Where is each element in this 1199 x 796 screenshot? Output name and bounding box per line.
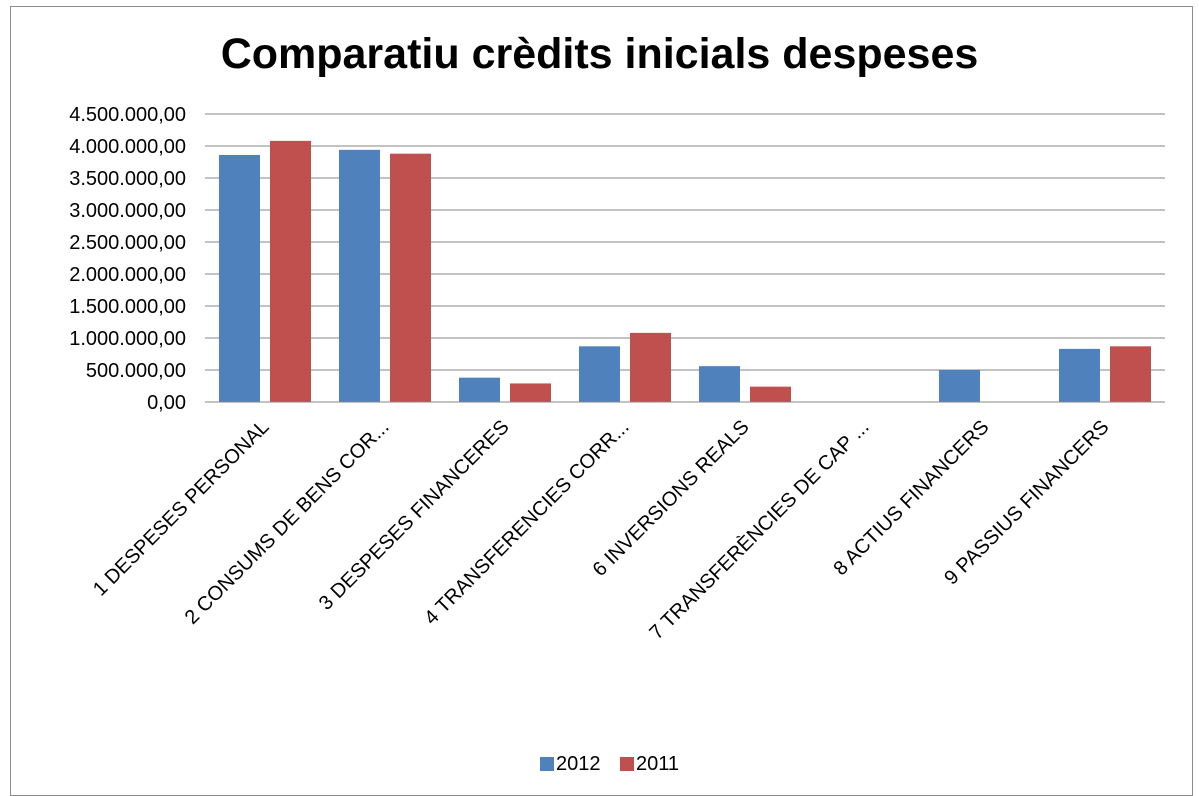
legend: 2012 2011 [540, 753, 679, 775]
bars [219, 140, 1151, 402]
y-axis-tick-labels: 0,00 500.000,00 1.000.000,00 1.500.000,00 2.… [69, 104, 186, 414]
legend-swatch [620, 757, 634, 771]
x-category-label: 2 CONSUMS DE BENS COR... [181, 416, 394, 629]
legend-label: 2011 [636, 753, 679, 775]
bar-2012 [939, 370, 980, 402]
y-tick-label: 3.000.000,00 [69, 200, 186, 222]
y-tick-label: 3.500.000,00 [69, 168, 186, 190]
bar-2012 [219, 154, 260, 402]
y-tick-label: 4.000.000,00 [69, 136, 186, 158]
x-category-label: 3 DESPESES FINANCERES [315, 416, 514, 615]
bar-2011 [750, 386, 791, 402]
y-tick-label: 1.500.000,00 [69, 296, 186, 318]
y-tick-label: 0,00 [147, 392, 186, 414]
x-category-label: 4 TRANSFERENCIES CORR... [420, 416, 633, 629]
bar-2012 [1059, 348, 1100, 402]
bar-2011 [390, 153, 431, 402]
bar-2012 [459, 377, 500, 402]
y-tick-label: 1.000.000,00 [69, 328, 186, 350]
y-tick-label: 2.000.000,00 [69, 264, 186, 286]
y-tick-label: 4.500.000,00 [69, 104, 186, 126]
bar-2012 [579, 346, 620, 402]
bar-2011 [1110, 346, 1151, 402]
bar-2012 [699, 366, 740, 402]
y-tick-label: 500.000,00 [86, 360, 186, 382]
bar-2011 [630, 332, 671, 402]
x-category-label: 7 TRANSFERÈNCIES DE CAP ... [645, 415, 874, 644]
bar-2012 [339, 149, 380, 402]
legend-label: 2012 [556, 753, 601, 775]
y-tick-label: 2.500.000,00 [69, 232, 186, 254]
bar-2011 [510, 383, 551, 402]
legend-swatch [540, 757, 554, 771]
chart-title: Comparatiu crèdits inicials despeses [220, 30, 979, 78]
bar-2011 [270, 140, 311, 402]
